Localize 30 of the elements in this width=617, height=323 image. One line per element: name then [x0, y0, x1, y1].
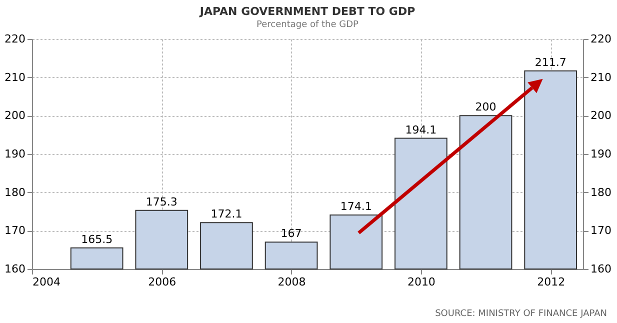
y-tick-label: 190	[4, 148, 26, 160]
y-tick-label: 180	[4, 186, 26, 199]
data-label: 211.7	[534, 56, 566, 69]
data-label: 194.1	[405, 123, 437, 136]
data-label: 172.1	[210, 208, 242, 221]
x-tick-label: 2012	[537, 276, 566, 288]
y2-tick-label: 180	[590, 186, 612, 199]
data-label: 175.3	[146, 195, 178, 208]
source-note: SOURCE: MINISTRY OF FINANCE JAPAN	[435, 309, 607, 319]
y2-tick-label: 160	[590, 262, 612, 276]
x-tick-label: 2006	[148, 276, 176, 288]
x-tick-label: 2004	[32, 276, 60, 288]
y2-tick-label: 220	[590, 32, 612, 46]
data-label: 165.5	[81, 232, 113, 246]
data-label: 174.1	[340, 200, 372, 213]
data-label: 167	[280, 227, 302, 240]
y2-tick-label: 190	[590, 148, 612, 160]
y2-tick-label: 200	[590, 109, 612, 122]
y-tick-label: 220	[4, 32, 26, 46]
x-tick-label: 2008	[278, 276, 306, 288]
chart-subtitle: Percentage of the GDP	[256, 20, 360, 30]
x-tick-label: 2010	[407, 276, 436, 288]
y2-tick-label: 170	[590, 224, 612, 238]
y2-tick-label: 210	[590, 70, 612, 84]
data-label: 200	[475, 100, 496, 114]
y-tick-label: 200	[4, 109, 26, 122]
chart-title: JAPAN GOVERNMENT DEBT TO GDP	[198, 5, 416, 18]
y-tick-label: 210	[4, 70, 26, 84]
y-tick-label: 170	[4, 224, 26, 238]
y-tick-label: 160	[4, 262, 26, 276]
